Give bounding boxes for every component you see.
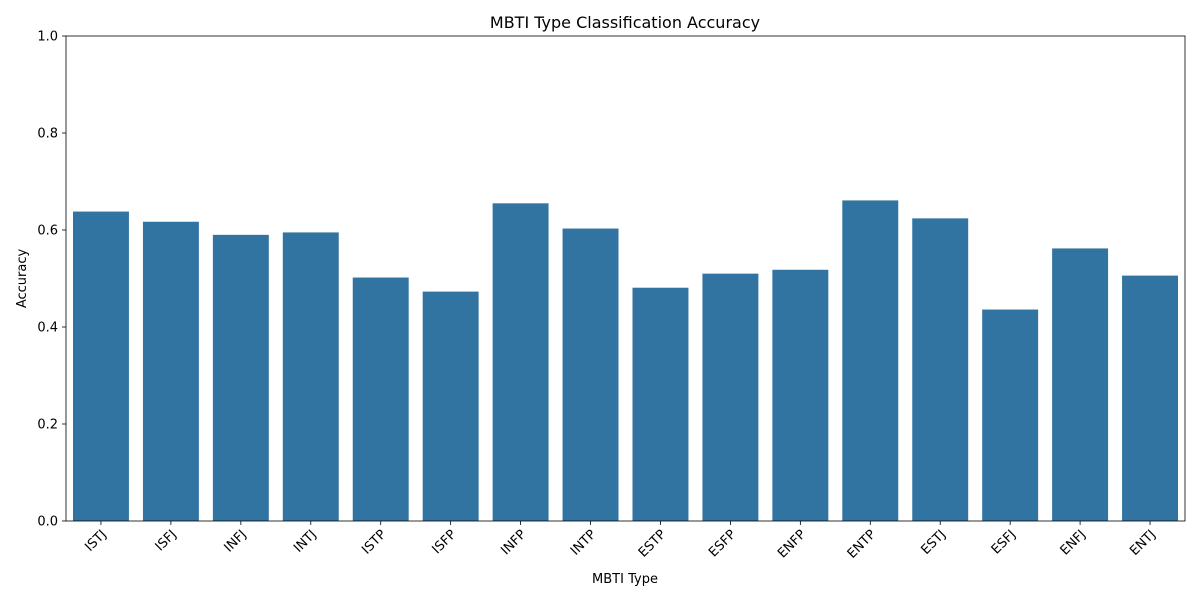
x-tick-label: ESFJ (989, 527, 1019, 557)
bar-istj (72, 211, 129, 521)
bar-isfp (422, 291, 479, 521)
x-tick-label: ISFP (429, 527, 459, 557)
x-tick-label: ESTJ (918, 527, 949, 558)
y-axis-ticks: 0.0 0.2 0.4 0.6 0.8 1.0 (37, 30, 66, 530)
x-tick-label: ISTJ (82, 527, 109, 554)
y-tick-label: 0.8 (37, 127, 58, 142)
x-tick-label: ENTP (845, 527, 880, 562)
bar-infj (212, 234, 269, 521)
x-tick-label: INTJ (291, 527, 320, 556)
x-tick-label: ESFP (706, 527, 739, 560)
bar-esfj (982, 309, 1039, 521)
x-axis-label: MBTI Type (592, 572, 658, 587)
x-tick-label: ESTP (636, 527, 670, 561)
x-tick-label: ENTJ (1127, 527, 1159, 559)
y-tick-label: 1.0 (37, 30, 58, 45)
x-tick-label: ISTP (359, 527, 389, 557)
y-tick-label: 0.0 (37, 515, 58, 530)
bar-intj (282, 232, 339, 522)
bar-isfj (142, 221, 199, 521)
bar-estp (632, 287, 689, 521)
x-tick-label: ENFP (775, 527, 809, 561)
y-tick-label: 0.2 (37, 418, 58, 433)
y-tick-label: 0.6 (37, 224, 58, 239)
bar-intp (562, 228, 619, 522)
bar-enfp (772, 269, 829, 521)
y-axis-label: Accuracy (15, 249, 30, 309)
x-tick-label: INFJ (221, 527, 249, 555)
bar-entj (1122, 275, 1179, 521)
bar-infp (492, 203, 549, 521)
x-axis-ticks: ISTJ ISFJ INFJ INTJ ISTP ISFP INFP INTP ESTP ESFP… (82, 521, 1159, 562)
chart-title: MBTI Type Classification Accuracy (490, 13, 760, 32)
plot-frame (65, 35, 1186, 522)
bar-enfj (1052, 248, 1109, 521)
bar-esfp (702, 273, 759, 521)
x-tick-label: INTP (568, 527, 599, 558)
x-tick-label: ISFJ (153, 527, 180, 554)
x-tick-label: ENFJ (1058, 527, 1089, 558)
x-tick-label: INFP (498, 527, 529, 558)
y-tick-label: 0.4 (37, 321, 58, 336)
bars-group (72, 200, 1179, 522)
bar-entp (842, 200, 899, 522)
bar-istp (352, 277, 409, 521)
bar-estj (912, 218, 969, 522)
